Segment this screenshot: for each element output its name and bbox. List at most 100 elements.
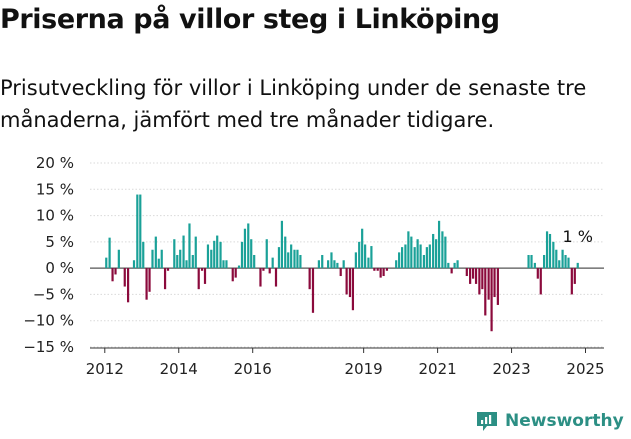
bar (213, 240, 216, 269)
y-tick-label: 5 % (45, 233, 74, 251)
bar (573, 268, 576, 284)
bar (444, 236, 447, 269)
bar (561, 249, 564, 269)
bar (361, 228, 364, 269)
bar (299, 255, 302, 269)
bar (530, 255, 533, 269)
bar (330, 252, 333, 269)
bar (274, 268, 278, 287)
bar (432, 233, 435, 269)
bar (435, 239, 438, 269)
y-tick-label: −15 % (23, 338, 74, 356)
bar (237, 265, 241, 269)
bar (250, 239, 253, 269)
bar (105, 257, 108, 269)
bar (490, 268, 493, 332)
bar (422, 255, 426, 269)
bar (456, 260, 459, 269)
bar (453, 262, 456, 269)
bar (333, 260, 336, 269)
bar (533, 262, 536, 269)
bar (447, 262, 450, 269)
newsworthy-logo[interactable]: Newsworthy (475, 409, 624, 433)
bar (111, 268, 114, 282)
bar (139, 194, 142, 269)
bar (376, 268, 379, 271)
bar (136, 194, 139, 269)
bar (253, 255, 256, 269)
bar (210, 249, 213, 269)
bar (469, 268, 472, 284)
bar (354, 252, 357, 269)
bar (398, 252, 401, 269)
bar (496, 268, 499, 305)
bar (114, 268, 117, 275)
bar (265, 239, 268, 269)
bar (268, 268, 271, 274)
y-tick-label: 10 % (36, 207, 74, 225)
y-tick-label: 20 % (36, 154, 74, 172)
bar (296, 249, 299, 269)
bar (536, 268, 539, 279)
bar (262, 268, 265, 271)
bar (126, 268, 130, 303)
bar (321, 255, 324, 269)
bar (234, 268, 237, 278)
bar (327, 260, 330, 269)
bar (555, 249, 558, 269)
bar (287, 252, 290, 269)
bar (311, 268, 315, 313)
x-tick-label: 2019 (345, 360, 383, 378)
bar (231, 268, 234, 282)
bar (450, 268, 453, 274)
x-axis: 2012 2014 2016 2019 2021 2023 2025 (86, 347, 605, 378)
bar (385, 268, 389, 271)
bar (219, 241, 222, 269)
y-tick-label: −10 % (23, 312, 74, 330)
bar (564, 255, 567, 269)
bar (351, 268, 355, 311)
bar (225, 260, 228, 269)
bar (277, 247, 281, 269)
bar (548, 233, 552, 269)
bar-chart: −15 %−10 %−5 %0 %5 %10 %15 %20 % 2012 201… (23, 154, 605, 378)
bar (471, 268, 475, 279)
bar (163, 268, 167, 290)
bar (410, 236, 413, 269)
bar (370, 246, 373, 269)
bar (364, 244, 367, 269)
bar (173, 239, 176, 269)
y-tick-label: −5 % (33, 285, 74, 303)
bar (404, 244, 407, 269)
x-tick-label: 2016 (234, 360, 272, 378)
y-axis-labels: −15 % −10 % −5 % 0 % 5 % 10 % 15 % 20 % (23, 154, 74, 356)
bar (552, 241, 555, 269)
bar (358, 241, 361, 269)
bar (157, 258, 160, 269)
bar (558, 260, 561, 269)
bar (240, 241, 244, 269)
bar (293, 249, 296, 269)
chart-subtitle: Prisutveckling för villor i Linköping un… (0, 76, 587, 132)
bar (437, 220, 441, 269)
bar (280, 220, 284, 269)
bar (142, 241, 145, 269)
bar (474, 268, 478, 284)
bar (185, 260, 188, 269)
newsworthy-logo-icon (477, 412, 497, 431)
bar (200, 268, 204, 271)
bar (400, 247, 404, 269)
bar (345, 268, 348, 295)
gridlines (90, 162, 604, 348)
bar (382, 268, 385, 277)
bar (203, 268, 207, 284)
bar (419, 244, 422, 269)
bar (545, 231, 549, 269)
bar (151, 249, 154, 269)
bar (379, 268, 382, 278)
bar (194, 236, 197, 269)
bar (160, 249, 163, 269)
bar (197, 268, 200, 290)
bar (271, 257, 274, 269)
bar (216, 235, 219, 269)
